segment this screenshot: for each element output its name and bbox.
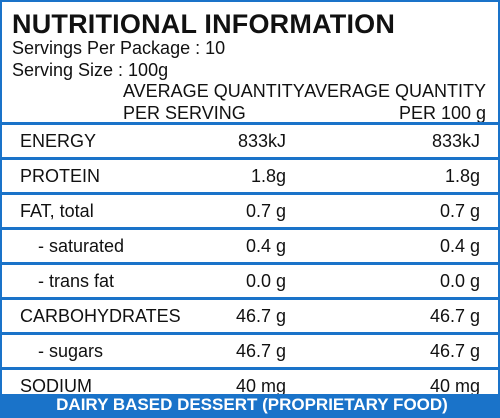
column-header-per-100g-line2: PER 100 g — [398, 103, 486, 123]
per-serving-value: 46.7 g — [235, 306, 286, 326]
product-description-banner: DAIRY BASED DESSERT (PROPRIETARY FOOD) — [2, 394, 500, 416]
nutrient-name: - sugars — [38, 341, 104, 361]
nutrient-name: CARBOHYDRATES — [20, 306, 181, 326]
nutrient-table: ENERGY 833kJ 833kJ PROTEIN 1.8g 1.8g FAT… — [2, 122, 500, 405]
per-100g-value: 0.7 g — [439, 201, 480, 221]
column-header-per-serving: AVERAGE QUANTITY PER SERVING — [123, 80, 305, 124]
nutrient-name: SODIUM — [20, 376, 92, 396]
per-serving-value: 1.8g — [250, 166, 286, 186]
per-100g-value: 0.4 g — [439, 236, 480, 256]
per-100g-value: 46.7 g — [429, 306, 480, 326]
table-row: - sugars 46.7 g 46.7 g — [2, 335, 500, 370]
per-serving-value: 40 mg — [235, 376, 286, 396]
per-serving-value: 46.7 g — [235, 341, 286, 361]
nutrient-name: - trans fat — [38, 271, 115, 291]
table-row: - trans fat 0.0 g 0.0 g — [2, 265, 500, 300]
per-serving-value: 0.7 g — [245, 201, 286, 221]
per-100g-value: 0.0 g — [439, 271, 480, 291]
servings-per-package: Servings Per Package : 10 — [12, 38, 226, 58]
per-100g-value: 833kJ — [431, 131, 480, 151]
per-serving-value: 0.0 g — [245, 271, 286, 291]
column-header-per-100g-line1: AVERAGE QUANTITY — [304, 81, 486, 101]
table-row: PROTEIN 1.8g 1.8g — [2, 160, 500, 195]
per-100g-value: 40 mg — [429, 376, 480, 396]
per-serving-value: 833kJ — [237, 131, 286, 151]
per-serving-value: 0.4 g — [245, 236, 286, 256]
per-100g-value: 46.7 g — [429, 341, 480, 361]
panel-title: NUTRITIONAL INFORMATION — [12, 9, 396, 39]
table-row: - saturated 0.4 g 0.4 g — [2, 230, 500, 265]
nutrient-name: PROTEIN — [20, 166, 101, 186]
column-header-per-100g: AVERAGE QUANTITY PER 100 g — [304, 80, 486, 124]
column-header-per-serving-line1: AVERAGE QUANTITY — [123, 81, 305, 101]
per-100g-value: 1.8g — [444, 166, 480, 186]
table-row: FAT, total 0.7 g 0.7 g — [2, 195, 500, 230]
serving-size: Serving Size : 100g — [12, 60, 169, 80]
table-row: CARBOHYDRATES 46.7 g 46.7 g — [2, 300, 500, 335]
nutrient-name: ENERGY — [20, 131, 97, 151]
column-header-per-serving-line2: PER SERVING — [123, 103, 246, 123]
nutrient-name: - saturated — [38, 236, 125, 256]
nutrient-name: FAT, total — [20, 201, 94, 221]
table-row: ENERGY 833kJ 833kJ — [2, 125, 500, 160]
